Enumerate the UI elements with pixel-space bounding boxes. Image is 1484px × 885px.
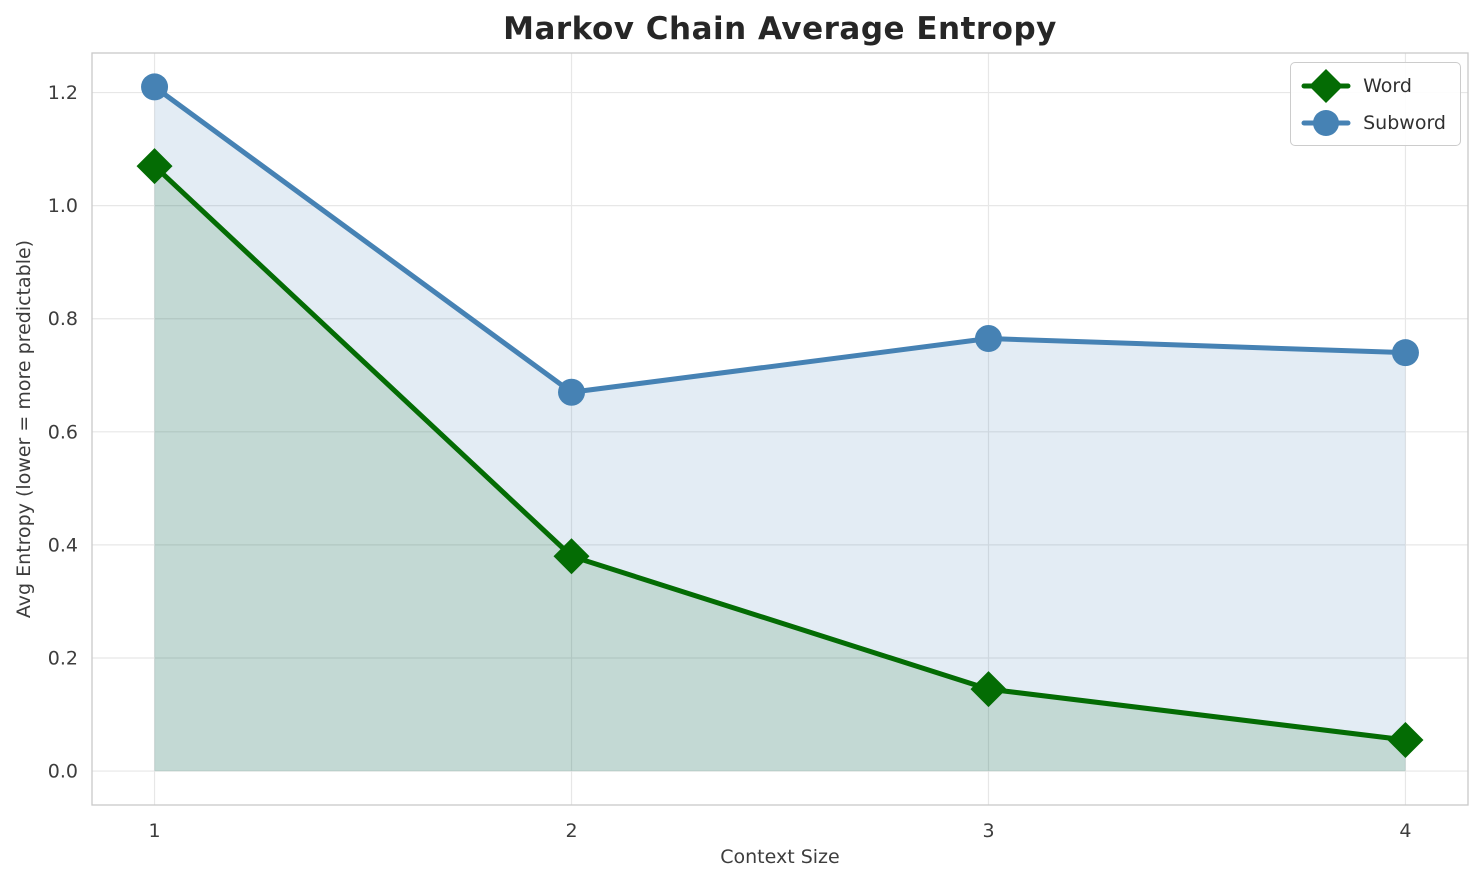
x-tick-label: 3: [982, 820, 994, 842]
area-fill-subword: [154, 86, 1406, 772]
series-line-subword: [152, 84, 1408, 395]
y-tick-label: 0.2: [48, 647, 78, 669]
y-tick-label: 1.2: [48, 82, 78, 104]
legend: Word Subword: [1290, 62, 1461, 146]
x-axis-label: Context Size: [720, 846, 840, 868]
data-point-subword: [141, 73, 169, 101]
y-tick-label: 0.8: [48, 308, 78, 330]
legend-label-subword: Subword: [1363, 111, 1446, 134]
y-tick-label: 0.0: [48, 761, 78, 783]
y-tick-label: 0.6: [48, 421, 78, 443]
series-line-word: [152, 163, 1408, 743]
legend-label-word: Word: [1363, 74, 1412, 97]
x-tick-label: 1: [148, 820, 160, 842]
chart-title: Markov Chain Average Entropy: [503, 11, 1057, 47]
legend-item-word: Word: [1301, 68, 1446, 103]
data-point-subword: [558, 378, 586, 406]
data-point-word: [136, 148, 173, 185]
y-tick-label: 1.0: [48, 195, 78, 217]
data-point-word: [553, 538, 590, 575]
data-point-subword: [1391, 339, 1419, 367]
subword-circle-marker-icon: [1301, 109, 1351, 136]
x-tick-label: 2: [565, 820, 577, 842]
y-tick-label: 0.4: [48, 534, 78, 556]
area-fill-word: [154, 166, 1406, 772]
axes-border: [91, 52, 1469, 806]
data-point-word: [970, 671, 1007, 708]
word-diamond-marker-icon: [1301, 68, 1351, 103]
legend-item-subword: Subword: [1301, 105, 1446, 140]
data-point-word: [1387, 721, 1424, 758]
x-tick-label: 4: [1399, 820, 1411, 842]
y-axis-label: Avg Entropy (lower = more predictable): [13, 239, 35, 619]
data-point-subword: [974, 325, 1002, 353]
